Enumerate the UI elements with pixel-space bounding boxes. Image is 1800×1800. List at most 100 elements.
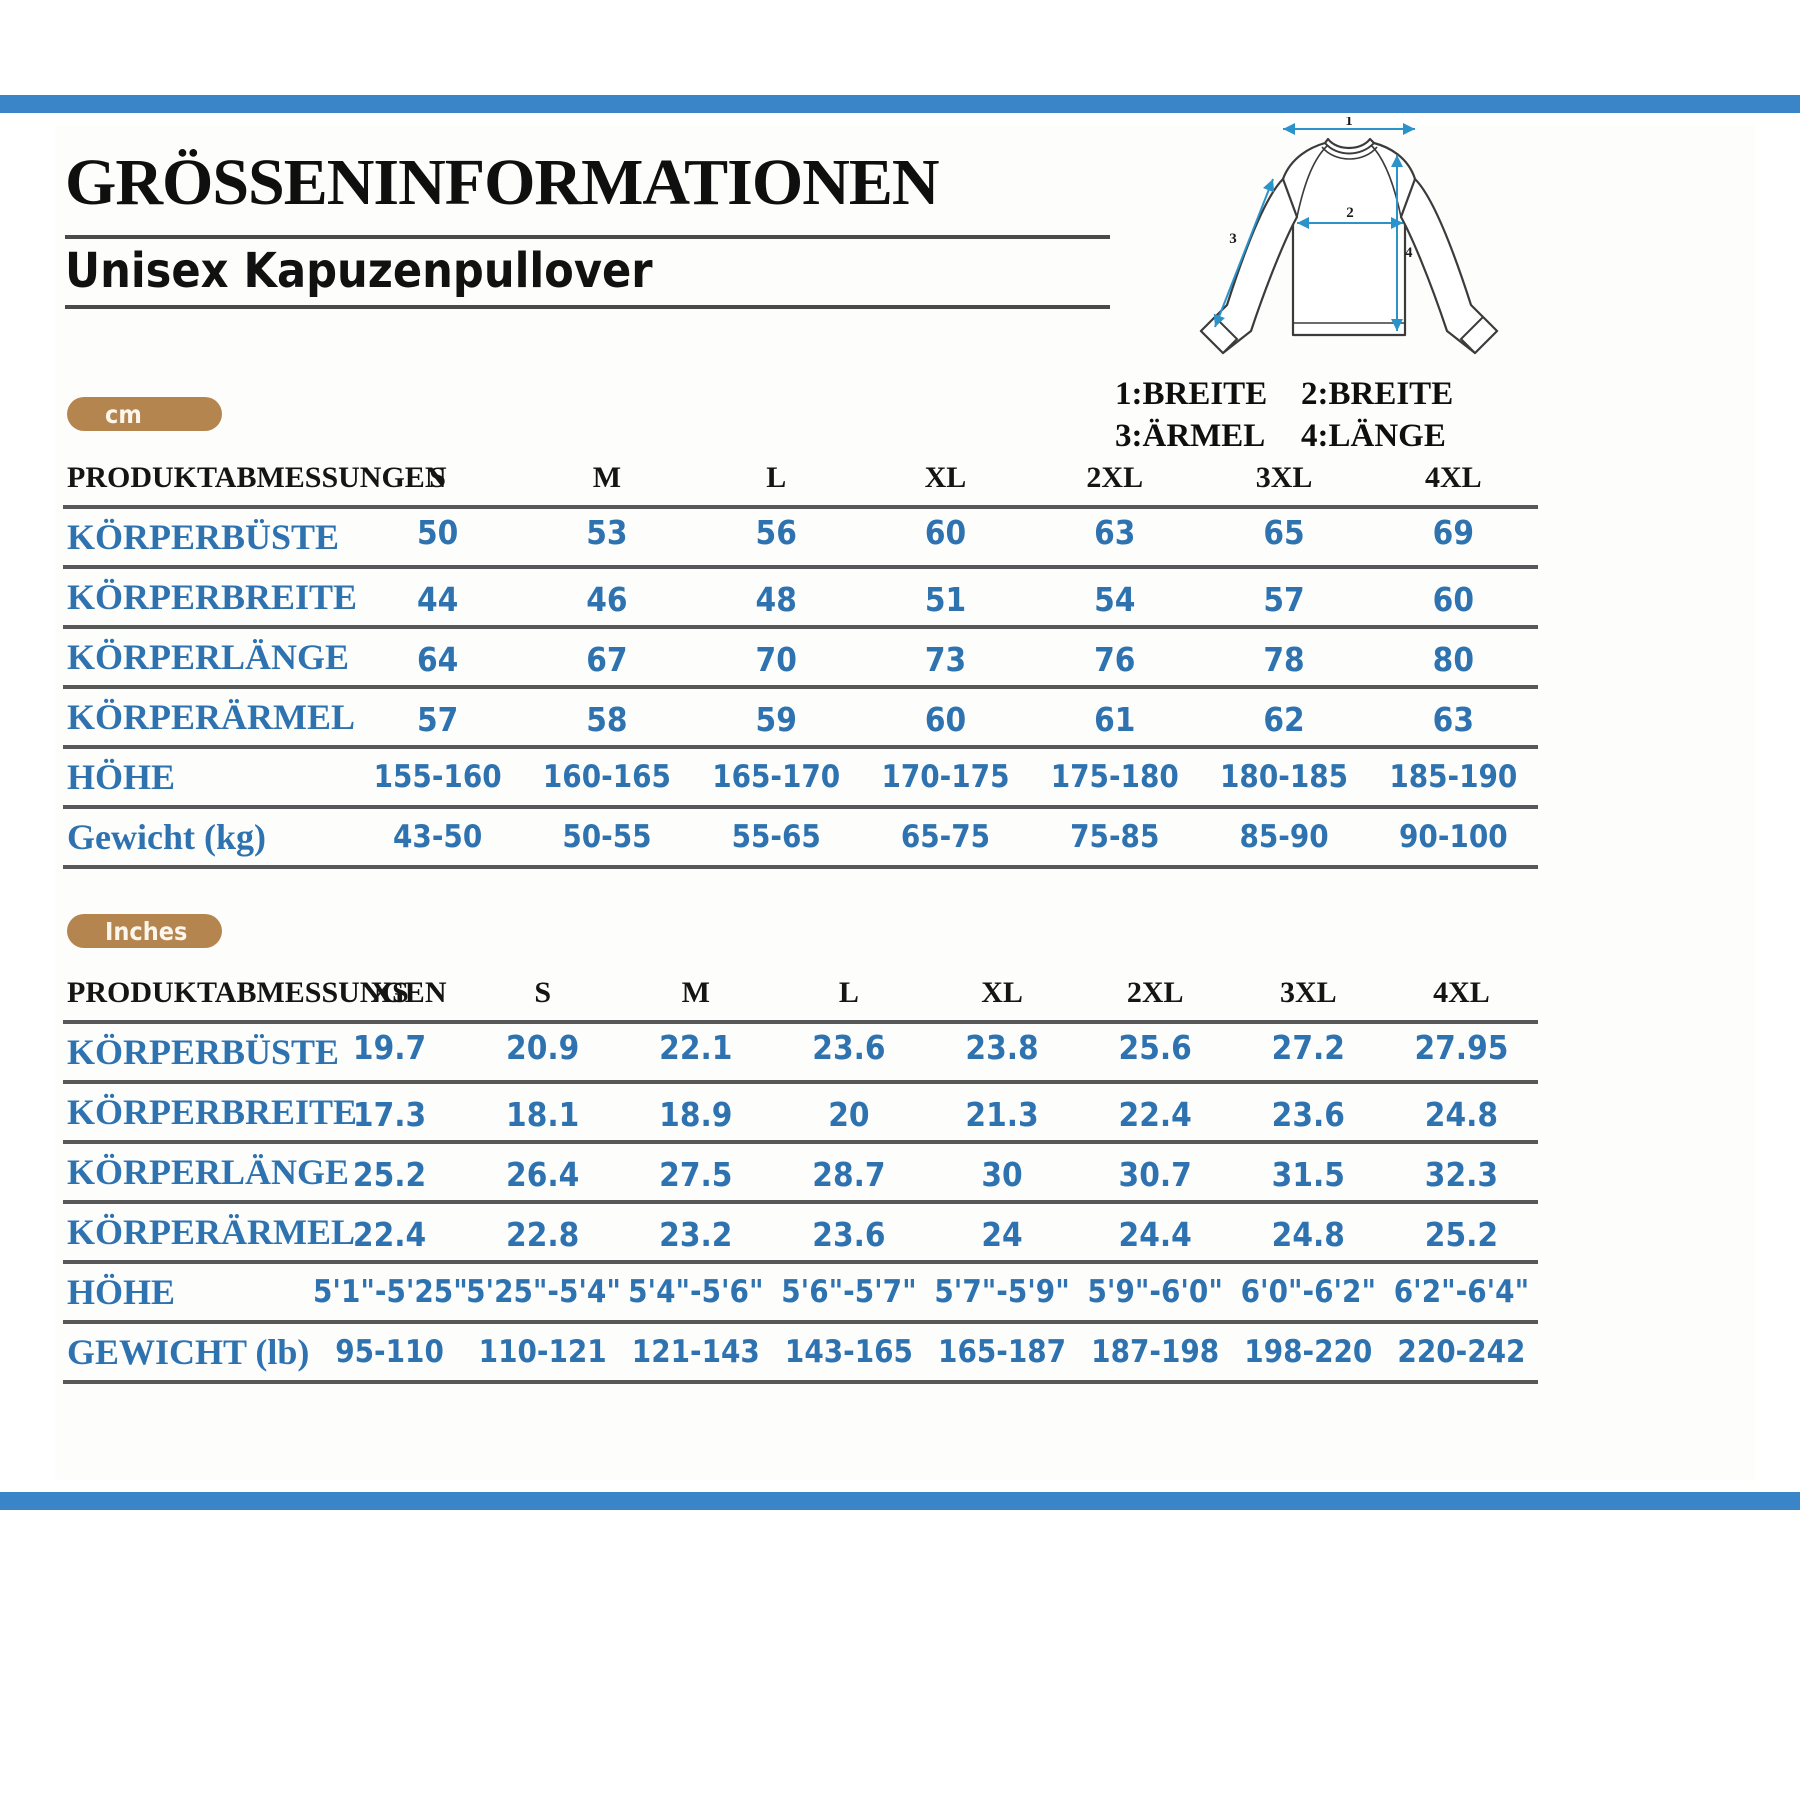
cell-value: 32.3 bbox=[1384, 1142, 1538, 1204]
column-header-size: 2XL bbox=[1030, 455, 1200, 509]
table-row: Gewicht (kg) 43-50 50-55 55-65 65-75 75-… bbox=[63, 807, 1538, 869]
cell-value: 85-90 bbox=[1199, 807, 1369, 869]
cell-value: 25.2 bbox=[313, 1142, 467, 1204]
legend-row: 3:ÄRMEL 4:LÄNGE bbox=[1115, 415, 1505, 457]
cell-value: 31.5 bbox=[1231, 1142, 1385, 1204]
title-divider bbox=[65, 235, 1110, 239]
cell-value: 95-110 bbox=[313, 1322, 467, 1384]
table-row: GEWICHT (lb) 95-110 110-121 121-143 143-… bbox=[63, 1322, 1538, 1384]
cell-value: 165-170 bbox=[691, 747, 861, 809]
cell-value: 22.8 bbox=[466, 1202, 620, 1264]
cell-value: 6'0"-6'2" bbox=[1231, 1262, 1385, 1324]
cell-value: 65 bbox=[1199, 507, 1369, 569]
cell-value: 78 bbox=[1199, 627, 1369, 689]
cell-value: 22.4 bbox=[313, 1202, 467, 1264]
cell-value: 110-121 bbox=[466, 1322, 620, 1384]
row-label: KÖRPERÄRMEL bbox=[63, 1202, 355, 1264]
row-label: GEWICHT (lb) bbox=[63, 1322, 313, 1384]
column-header-size: S bbox=[353, 455, 523, 509]
row-label: HÖHE bbox=[63, 747, 353, 809]
cell-value: 80 bbox=[1368, 627, 1538, 689]
legend-3-label: 3:ÄRMEL bbox=[1115, 418, 1266, 455]
row-label: KÖRPERÄRMEL bbox=[63, 687, 355, 749]
cell-value: 18.1 bbox=[466, 1082, 620, 1144]
top-accent-bar bbox=[0, 95, 1800, 113]
cell-value: 180-185 bbox=[1199, 747, 1369, 809]
table-row: HÖHE 155-160 160-165 165-170 170-175 175… bbox=[63, 747, 1538, 809]
column-header-size: 3XL bbox=[1199, 455, 1369, 509]
cell-value: 23.8 bbox=[925, 1022, 1079, 1084]
marker-2-label: 2 bbox=[1346, 205, 1354, 221]
cell-value: 51 bbox=[860, 567, 1031, 629]
cell-value: 65-75 bbox=[860, 807, 1031, 869]
cell-value: 48 bbox=[691, 567, 861, 629]
column-header-size: L bbox=[691, 455, 861, 509]
cell-value: 55-65 bbox=[691, 807, 861, 869]
cell-value: 22.4 bbox=[1078, 1082, 1232, 1144]
cell-value: 75-85 bbox=[1030, 807, 1200, 869]
cell-value: 67 bbox=[522, 627, 692, 689]
cell-value: 64 bbox=[353, 627, 523, 689]
cell-value: 19.7 bbox=[313, 1022, 467, 1084]
cell-value: 5'4"-5'6" bbox=[619, 1262, 773, 1324]
cell-value: 30.7 bbox=[1078, 1142, 1232, 1204]
cell-value: 18.9 bbox=[619, 1082, 773, 1144]
cell-value: 187-198 bbox=[1078, 1322, 1232, 1384]
cell-value: 60 bbox=[860, 687, 1031, 749]
cell-value: 57 bbox=[1199, 567, 1369, 629]
cell-value: 23.6 bbox=[1231, 1082, 1385, 1144]
cell-value: 73 bbox=[860, 627, 1031, 689]
chart-content-area: GRÖSSENINFORMATIONEN Unisex Kapuzenpullo… bbox=[55, 113, 1755, 1480]
cell-value: 54 bbox=[1030, 567, 1200, 629]
table-row: KÖRPERBREITE 17.3 18.1 18.9 20 21.3 22.4… bbox=[63, 1082, 1538, 1144]
table-row: KÖRPERLÄNGE 64 67 70 73 76 78 80 bbox=[63, 627, 1538, 689]
legend-2-label: 2:BREITE bbox=[1301, 376, 1454, 412]
column-header-size: XL bbox=[860, 455, 1031, 509]
unit-badge-inches-label: Inches bbox=[105, 916, 188, 946]
cell-value: 165-187 bbox=[925, 1322, 1079, 1384]
cell-value: 160-165 bbox=[522, 747, 692, 809]
table-row: KÖRPERBÜSTE 50 53 56 60 63 65 69 bbox=[63, 507, 1538, 569]
row-label: KÖRPERLÄNGE bbox=[63, 1142, 349, 1204]
cell-value: 46 bbox=[522, 567, 692, 629]
cell-value: 50-55 bbox=[522, 807, 692, 869]
page-title: GRÖSSENINFORMATIONEN bbox=[65, 146, 940, 219]
bottom-accent-bar bbox=[0, 1492, 1800, 1510]
column-header-size: 3XL bbox=[1231, 970, 1385, 1024]
cell-value: 63 bbox=[1368, 687, 1538, 749]
subtitle-divider bbox=[65, 305, 1110, 309]
cell-value: 17.3 bbox=[313, 1082, 467, 1144]
cell-value: 43-50 bbox=[353, 807, 523, 869]
cell-value: 21.3 bbox=[925, 1082, 1079, 1144]
cell-value: 59 bbox=[691, 687, 861, 749]
cell-value: 62 bbox=[1199, 687, 1369, 749]
cell-value: 143-165 bbox=[772, 1322, 926, 1384]
row-label: KÖRPERBÜSTE bbox=[63, 507, 353, 569]
cell-value: 24.8 bbox=[1231, 1202, 1385, 1264]
marker-4-label: 4 bbox=[1405, 245, 1413, 261]
marker-1-label: 1 bbox=[1345, 117, 1353, 129]
cell-value: 57 bbox=[353, 687, 523, 749]
cell-value: 121-143 bbox=[619, 1322, 773, 1384]
row-label: KÖRPERBREITE bbox=[63, 1082, 357, 1144]
table-row: KÖRPERÄRMEL 57 58 59 60 61 62 63 bbox=[63, 687, 1538, 749]
cell-value: 53 bbox=[522, 507, 692, 569]
cell-value: 69 bbox=[1368, 507, 1538, 569]
column-header-measurement: PRODUKTABMESSUNGEN bbox=[63, 970, 446, 1024]
cell-value: 5'9"-6'0" bbox=[1078, 1262, 1232, 1324]
size-table-cm-grid: PRODUKTABMESSUNGEN S M L XL 2XL 3XL 4XL … bbox=[63, 455, 1538, 869]
cell-value: 220-242 bbox=[1384, 1322, 1538, 1384]
legend-row: 1:BREITE 2:BREITE bbox=[1115, 373, 1505, 415]
column-header-size: 2XL bbox=[1078, 970, 1232, 1024]
size-table-inches-grid: PRODUKTABMESSUNGEN XS S M L XL 2XL 3XL 4… bbox=[63, 970, 1538, 1384]
cell-value: 61 bbox=[1030, 687, 1200, 749]
column-header-size: XL bbox=[925, 970, 1079, 1024]
cell-value: 155-160 bbox=[353, 747, 523, 809]
cell-value: 23.2 bbox=[619, 1202, 773, 1264]
table-row: KÖRPERBÜSTE 19.7 20.9 22.1 23.6 23.8 25.… bbox=[63, 1022, 1538, 1084]
table-row: HÖHE 5'1"-5'25" 5'25"-5'4" 5'4"-5'6" 5'6… bbox=[63, 1262, 1538, 1324]
hoodie-measurement-diagram: 1 2 3 4 bbox=[1165, 113, 1515, 367]
row-label: KÖRPERBÜSTE bbox=[63, 1022, 339, 1084]
cell-value: 5'25"-5'4" bbox=[466, 1262, 621, 1324]
